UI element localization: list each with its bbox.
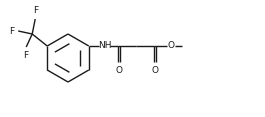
Text: NH: NH bbox=[98, 42, 112, 51]
Text: O: O bbox=[115, 66, 122, 75]
Text: F: F bbox=[23, 51, 28, 60]
Text: O: O bbox=[151, 66, 158, 75]
Text: F: F bbox=[33, 6, 38, 15]
Text: F: F bbox=[9, 26, 14, 35]
Text: O: O bbox=[167, 42, 174, 51]
